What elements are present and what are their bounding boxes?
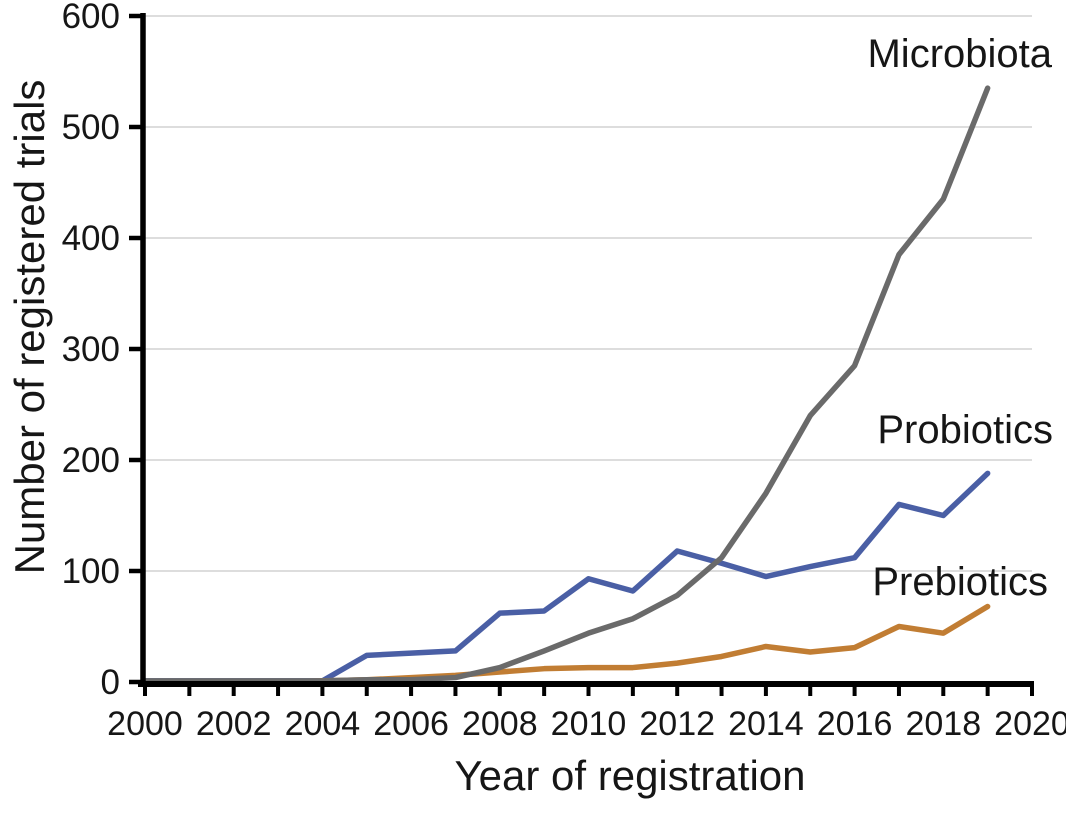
gridlines (145, 15, 1032, 572)
series-lines (142, 85, 991, 685)
y-tick-label: 500 (62, 108, 120, 147)
x-tick-label: 2018 (905, 705, 981, 743)
tick-labels: 0 100 200 300 400 500 600 2000 2002 2004 2006 2008 2… (62, 0, 1066, 743)
series-label-prebiotics: Prebiotics (872, 560, 1048, 604)
x-tick-label: 2006 (373, 705, 449, 743)
series-label-probiotics: Probiotics (877, 408, 1053, 452)
x-tick-label: 2020 (994, 705, 1066, 743)
x-tick-label: 2000 (107, 705, 183, 743)
x-tick-label: 2016 (817, 705, 893, 743)
y-tick-label: 400 (62, 219, 120, 258)
y-tick-label: 0 (101, 663, 120, 702)
x-tick-label: 2004 (285, 705, 361, 743)
x-tick-label: 2008 (462, 705, 538, 743)
x-axis-title: Year of registration (454, 752, 806, 799)
y-tick-label: 300 (62, 330, 120, 369)
series-line-microbiota (142, 85, 991, 684)
tick-marks (129, 13, 1034, 696)
x-tick-label: 2010 (551, 705, 627, 743)
x-tick-label: 2002 (196, 705, 272, 743)
y-axis-title: Number of registered trials (6, 79, 53, 575)
axes (138, 13, 1034, 687)
y-tick-label: 600 (62, 0, 120, 36)
y-tick-label: 100 (62, 552, 120, 591)
series-label-microbiota: Microbiota (867, 32, 1052, 76)
y-tick-label: 200 (62, 441, 120, 480)
x-tick-label: 2014 (728, 705, 804, 743)
series-line-probiotics (142, 470, 991, 684)
x-tick-label: 2012 (639, 705, 715, 743)
